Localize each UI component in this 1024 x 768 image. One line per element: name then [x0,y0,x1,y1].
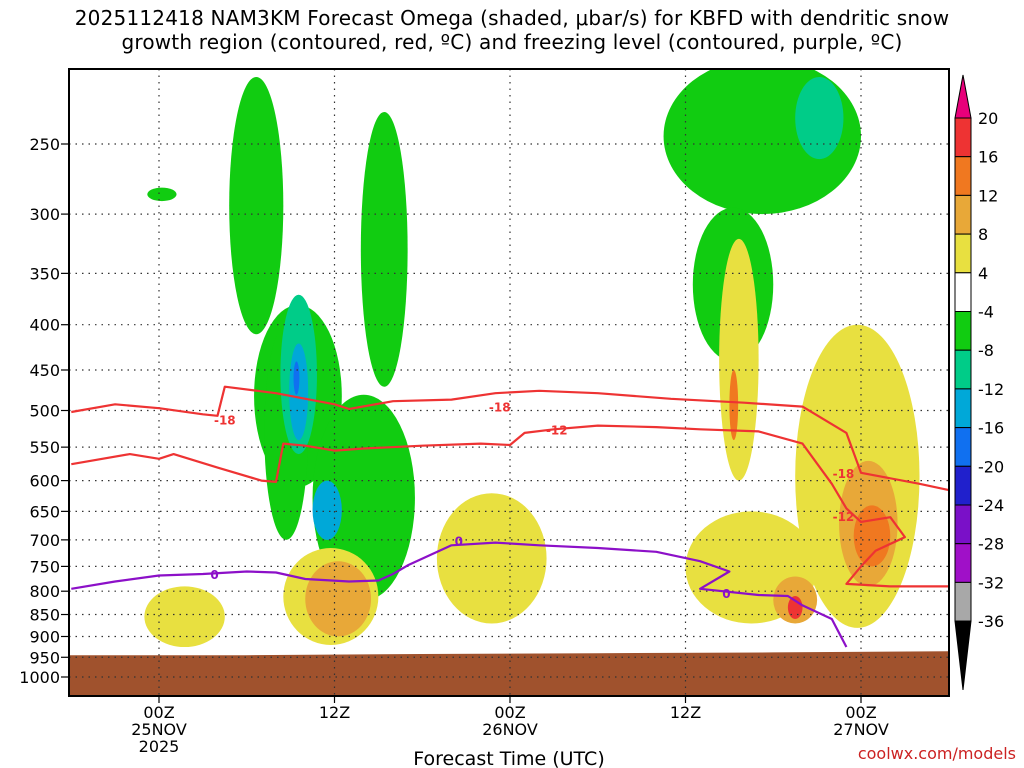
colorbar-label--4: -4 [978,303,994,322]
terrain-ground [69,651,949,696]
omega-region-12 [312,480,342,540]
y-tick-label-350: 350 [29,264,60,283]
colorbar-bin--20-to--16 [954,427,972,467]
dgz-upper-label-0: -18 [214,413,236,427]
grid [69,69,949,696]
omega-region-0 [147,187,177,202]
omega-region-4 [360,111,408,387]
dgz-upper-label-2: -18 [833,467,855,481]
colorbar-label--32: -32 [978,573,1004,592]
omega-shading [144,69,920,648]
y-tick-label-700: 700 [29,531,60,550]
colorbar-label-12: 12 [978,186,998,205]
contours: -18 -18 -18 -12 -12 0 0 0 [71,385,949,648]
y-tick-label-800: 800 [29,582,60,601]
colorbar-top-arrow [954,74,972,119]
colorbar-bin-4-to-8 [954,233,972,274]
y-tick-label-450: 450 [29,361,60,380]
y-tick-label-300: 300 [29,205,60,224]
y-tick-label-600: 600 [29,472,60,491]
x-tick-label-24-1: 26NOV [482,720,538,739]
omega-region-13 [293,361,300,395]
y-axis: 250 300 350 400 450 500 550 600 650 700 750 800 850 9… [19,135,69,687]
y-tick-label-500: 500 [29,402,60,421]
colorbar-label--24: -24 [978,496,1004,515]
x-tick-label-48-1: 27NOV [833,720,889,739]
x-tick-label-0-0: 00Z [143,703,174,722]
colorbar-label--8: -8 [978,341,994,360]
x-tick-label-36-0: 12Z [670,703,701,722]
y-tick-label-950: 950 [29,648,60,667]
omega-region-16 [436,493,547,624]
colorbar-label-16: 16 [978,148,998,167]
dgz-lower-label-1: -12 [833,510,855,524]
colorbar-bin--28-to--24 [954,504,972,545]
colorbar-label-20: 20 [978,109,998,128]
colorbar-bin-12-to-16 [954,156,972,196]
omega-region-9 [795,76,844,160]
colorbar-bin--12-to--8 [954,349,972,390]
colorbar-bottom-arrow [954,620,972,691]
y-tick-label-250: 250 [29,135,60,154]
freezing-level-line [71,541,848,648]
y-tick-label-850: 850 [29,606,60,625]
dgz-upper-label-1: -18 [489,400,511,414]
freezing-level-label-2: 0 [722,587,730,601]
x-tick-label-12-0: 12Z [319,703,350,722]
dgz-upper-line [71,385,949,492]
x-tick-label-0-1: 25NOV [131,720,187,739]
omega-region-23 [853,505,891,567]
freezing-level-label-0: 0 [210,568,218,582]
colorbar-label--16: -16 [978,419,1004,438]
colorbar-bin--32-to--28 [954,543,972,583]
x-tick-label-0-2: 2025 [139,737,180,756]
plot-frame [68,68,950,697]
y-tick-label-400: 400 [29,316,60,335]
chart-title-line-1: 2025112418 NAM3KM Forecast Omega (shaded… [74,6,950,30]
x-tick-label-48-0: 00Z [845,703,876,722]
dgz-lower-line [71,424,949,588]
colorbar-bin-8-to-12 [954,194,972,235]
y-tick-label-900: 900 [29,627,60,646]
colorbar-bin--4-to-4 [954,272,972,312]
x-axis-title: Forecast Time (UTC) [413,748,604,768]
omega-region-20 [305,561,372,637]
colorbar-bin--24-to--20 [954,465,972,506]
y-tick-label-750: 750 [29,557,60,576]
colorbar-label-8: 8 [978,225,988,244]
y-tick-label-650: 650 [29,502,60,521]
colorbar-bin--8-to--4 [954,311,972,351]
omega-region-1 [229,76,284,335]
colorbar-label-4: 4 [978,264,988,283]
omega-region-24 [729,369,739,441]
colorbar-label--20: -20 [978,457,1004,476]
freezing-level-label-1: 0 [455,535,463,549]
y-tick-label-550: 550 [29,438,60,457]
colorbar-bin-16-to-20 [954,117,972,158]
credit-link[interactable]: coolwx.com/models [857,744,1016,763]
colorbar: 20 16 12 8 4 -4 -8 -12 -16 -20 -24 -28 -32 -36 [954,74,1004,691]
chart-title-line-2: growth region (contoured, red, ºC) and f… [121,30,903,54]
ground-area [69,651,949,696]
colorbar-bin--16-to--12 [954,388,972,429]
colorbar-label--28: -28 [978,535,1004,554]
colorbar-label--36: -36 [978,612,1004,631]
colorbar-label--12: -12 [978,380,1004,399]
colorbar-bin--36-to--32 [954,581,972,622]
y-tick-label-1000: 1000 [19,668,60,687]
omega-region-11 [289,343,309,441]
x-tick-label-24-0: 00Z [494,703,525,722]
omega-region-17 [719,238,759,481]
omega-region-14 [144,586,225,648]
dgz-lower-label-0: -12 [546,424,568,438]
